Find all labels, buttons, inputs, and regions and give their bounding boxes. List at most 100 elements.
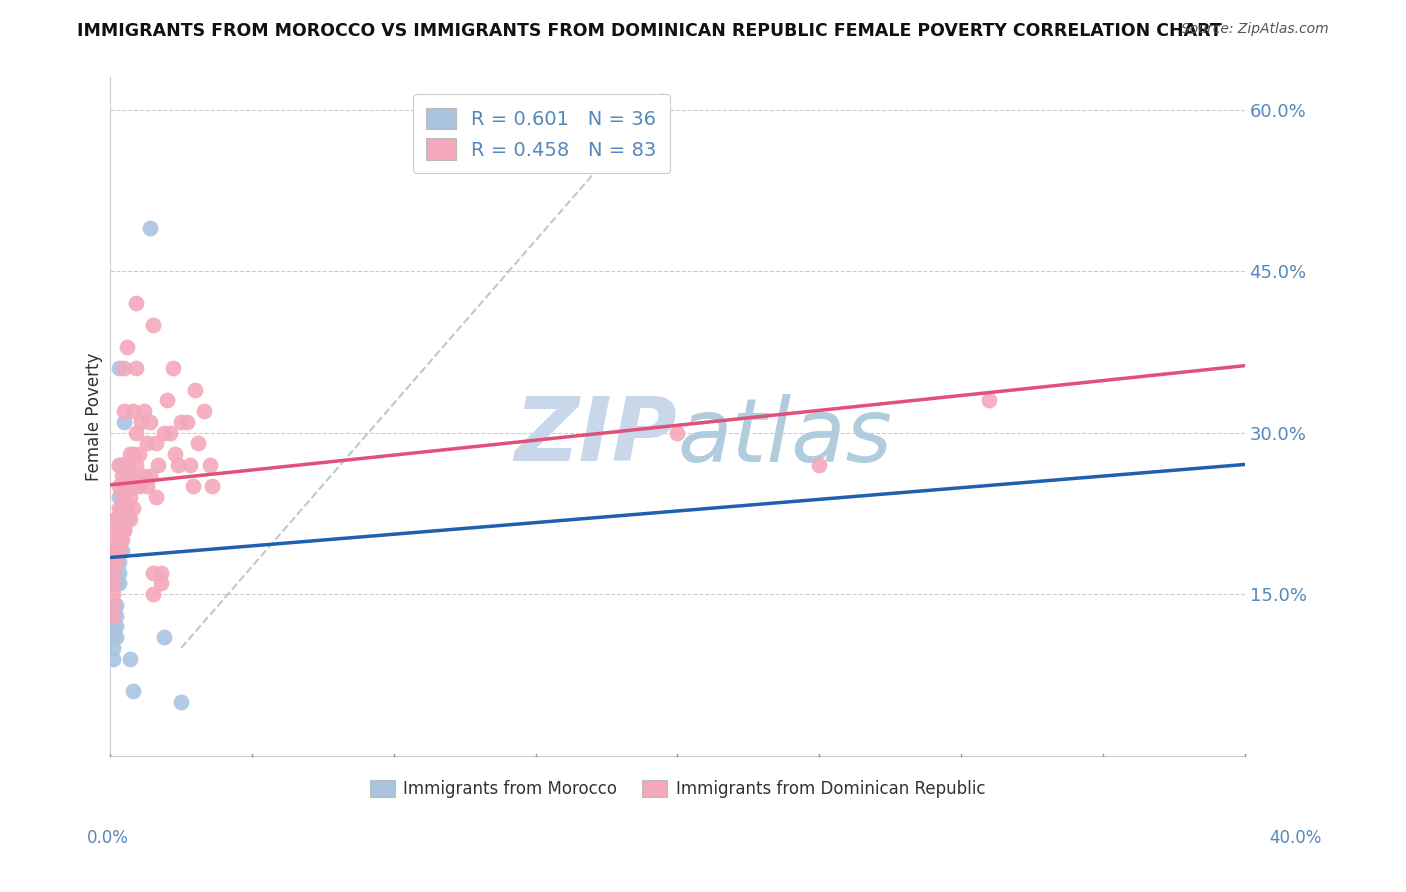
Point [167, 458, 190, 472]
Point [107, 458, 129, 472]
Point [107, 479, 129, 493]
Point [153, 425, 176, 440]
Point [165, 447, 187, 461]
Point [110, 501, 132, 516]
Point [101, 598, 124, 612]
Point [122, 479, 145, 493]
Point [117, 501, 139, 516]
Point [101, 523, 124, 537]
Point [107, 458, 129, 472]
Point [120, 490, 142, 504]
Point [162, 361, 184, 376]
Point [136, 436, 159, 450]
Point [107, 576, 129, 591]
Point [134, 404, 156, 418]
Point [107, 555, 129, 569]
Point [114, 404, 136, 418]
Point [153, 630, 176, 644]
Point [122, 404, 145, 418]
Point [808, 458, 831, 472]
Point [104, 598, 127, 612]
Point [120, 651, 142, 665]
Point [110, 512, 132, 526]
Point [107, 533, 129, 548]
Point [104, 619, 127, 633]
Point [107, 523, 129, 537]
Point [170, 415, 193, 429]
Point [101, 640, 124, 655]
Point [110, 544, 132, 558]
Point [114, 523, 136, 537]
Point [156, 393, 179, 408]
Text: IMMIGRANTS FROM MOROCCO VS IMMIGRANTS FROM DOMINICAN REPUBLIC FEMALE POVERTY COR: IMMIGRANTS FROM MOROCCO VS IMMIGRANTS FR… [77, 22, 1222, 40]
Point [128, 479, 150, 493]
Point [198, 458, 221, 472]
Point [176, 415, 198, 429]
Point [193, 404, 215, 418]
Point [117, 512, 139, 526]
Text: atlas: atlas [678, 394, 893, 480]
Point [110, 533, 132, 548]
Point [110, 458, 132, 472]
Point [107, 523, 129, 537]
Point [125, 425, 148, 440]
Point [104, 576, 127, 591]
Point [101, 608, 124, 623]
Point [131, 468, 153, 483]
Point [114, 361, 136, 376]
Point [101, 576, 124, 591]
Point [142, 318, 165, 332]
Text: 40.0%: 40.0% [1270, 829, 1322, 847]
Point [145, 490, 167, 504]
Point [122, 684, 145, 698]
Point [139, 415, 162, 429]
Point [125, 296, 148, 310]
Text: 0.0%: 0.0% [87, 829, 129, 847]
Point [184, 383, 207, 397]
Point [101, 598, 124, 612]
Point [120, 512, 142, 526]
Point [139, 221, 162, 235]
Legend: Immigrants from Morocco, Immigrants from Dominican Republic: Immigrants from Morocco, Immigrants from… [363, 773, 991, 805]
Point [104, 555, 127, 569]
Point [117, 468, 139, 483]
Point [122, 501, 145, 516]
Y-axis label: Female Poverty: Female Poverty [86, 352, 103, 481]
Point [107, 544, 129, 558]
Point [110, 468, 132, 483]
Point [101, 555, 124, 569]
Point [114, 523, 136, 537]
Point [104, 630, 127, 644]
Point [101, 587, 124, 601]
Point [101, 566, 124, 580]
Point [104, 533, 127, 548]
Point [104, 555, 127, 569]
Point [107, 501, 129, 516]
Point [187, 436, 209, 450]
Point [150, 576, 173, 591]
Point [170, 695, 193, 709]
Point [131, 415, 153, 429]
Point [101, 544, 124, 558]
Point [666, 425, 689, 440]
Point [117, 479, 139, 493]
Point [114, 458, 136, 472]
Point [136, 479, 159, 493]
Point [128, 447, 150, 461]
Point [114, 501, 136, 516]
Point [179, 458, 201, 472]
Point [142, 566, 165, 580]
Point [114, 490, 136, 504]
Point [110, 490, 132, 504]
Point [120, 468, 142, 483]
Point [181, 479, 204, 493]
Point [110, 490, 132, 504]
Point [101, 651, 124, 665]
Point [101, 566, 124, 580]
Text: ZIP: ZIP [515, 393, 678, 481]
Point [122, 447, 145, 461]
Point [117, 340, 139, 354]
Point [104, 608, 127, 623]
Point [104, 512, 127, 526]
Point [139, 468, 162, 483]
